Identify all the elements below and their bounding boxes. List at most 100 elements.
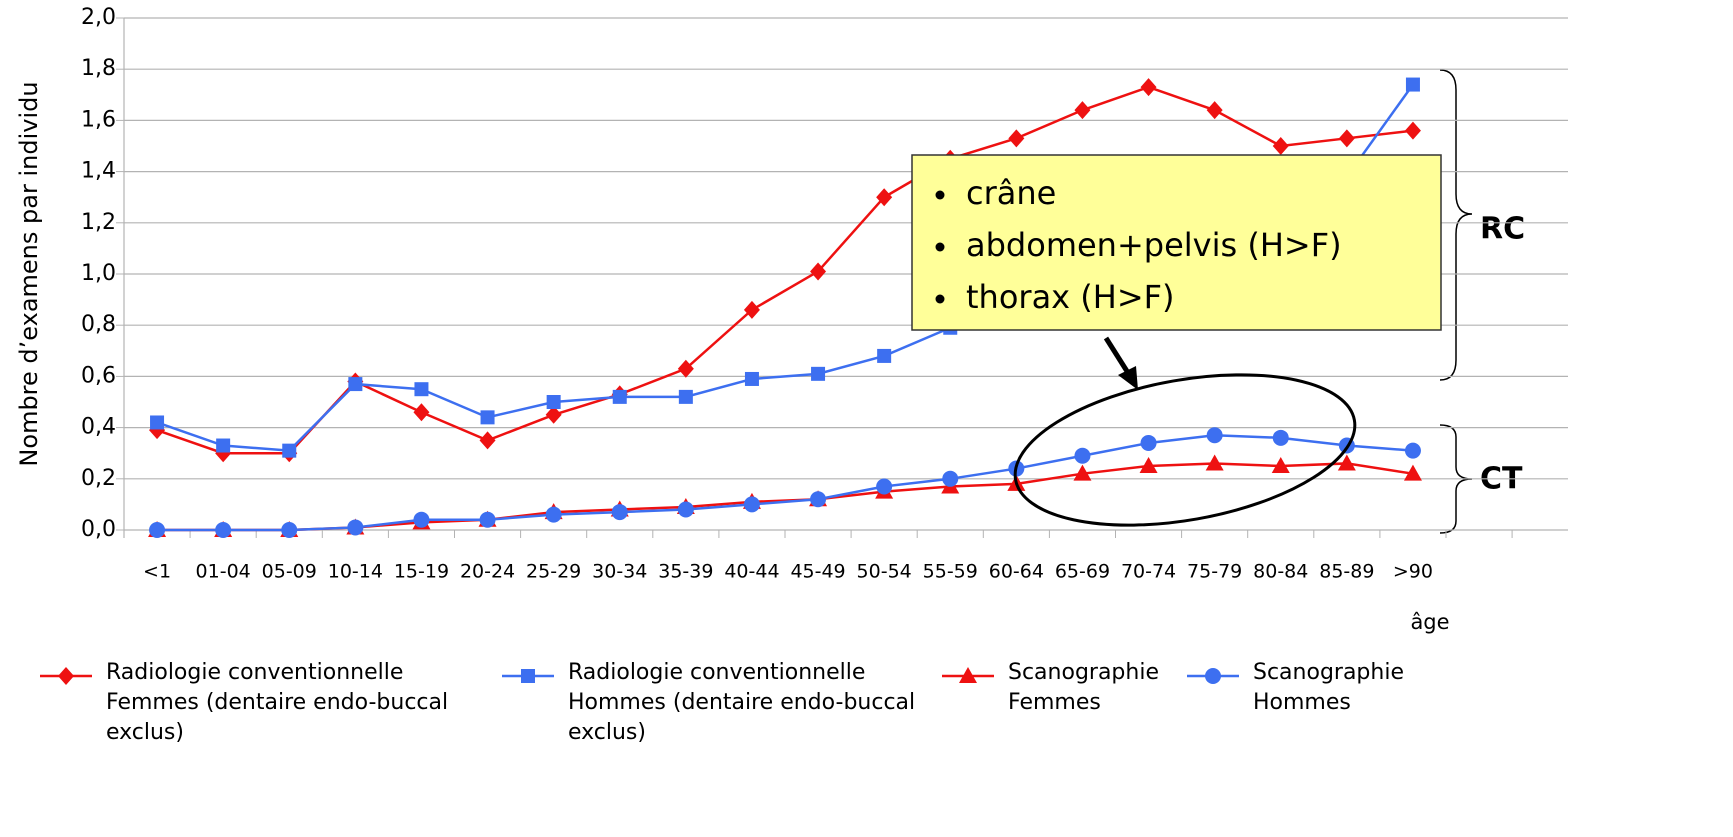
x-tick-label: 35-39 <box>658 561 713 583</box>
marker-circle <box>479 511 496 528</box>
legend-icon <box>1187 668 1239 684</box>
marker-diamond <box>743 300 760 319</box>
marker-diamond <box>1272 137 1289 155</box>
marker-circle <box>810 491 827 508</box>
y-tick-label: 0,0 <box>81 517 116 542</box>
bullet <box>935 294 945 304</box>
marker-circle <box>413 511 430 528</box>
marker-circle <box>876 478 893 495</box>
y-tick-label: 1,6 <box>81 107 116 132</box>
marker-circle <box>281 522 298 538</box>
marker-diamond <box>479 431 496 450</box>
x-axis-label: âge <box>1410 610 1449 634</box>
x-tick-label: 05-09 <box>262 561 317 583</box>
x-tick-label: 80-84 <box>1253 561 1308 583</box>
y-tick-label: 1,2 <box>81 210 116 235</box>
annotation-box <box>911 154 1442 331</box>
marker-diamond <box>1338 129 1355 148</box>
marker-diamond <box>58 667 74 685</box>
marker-triangle <box>1337 454 1356 471</box>
marker-circle <box>1404 442 1421 459</box>
marker-diamond <box>1140 78 1157 97</box>
legend-label: Scanographie Hommes <box>1253 660 1404 715</box>
x-tick-label: 85-89 <box>1319 561 1374 583</box>
marker-triangle <box>1073 464 1092 481</box>
x-tick-label: 20-24 <box>460 561 515 583</box>
bullet <box>935 190 945 200</box>
y-tick-label: 0,8 <box>81 312 116 337</box>
x-tick-label: 55-59 <box>923 561 978 583</box>
legend-label: Scanographie Femmes <box>1008 660 1159 715</box>
marker-square <box>480 410 495 425</box>
marker-circle <box>215 522 232 538</box>
x-tick-label: 50-54 <box>857 561 912 583</box>
marker-circle <box>1205 668 1221 684</box>
marker-square <box>1405 77 1420 92</box>
marker-circle <box>347 519 364 536</box>
marker-square <box>678 389 693 404</box>
marker-circle <box>942 470 959 487</box>
x-tick-label: 65-69 <box>1055 561 1110 583</box>
y-tick-label: 1,4 <box>81 159 116 184</box>
marker-triangle <box>1403 464 1422 481</box>
series-line <box>157 462 1414 532</box>
y-axis-label: Nombre d’examens par individu <box>15 81 43 466</box>
marker-square <box>877 348 892 363</box>
series-line <box>157 434 1414 532</box>
marker-square <box>282 443 297 458</box>
y-tick-label: 0,4 <box>81 415 116 440</box>
legend-entry: Radiologie conventionnelle Femmes (denta… <box>38 658 466 748</box>
marker-circle <box>611 504 628 521</box>
legend-icon <box>40 667 92 685</box>
marker-square <box>414 382 429 397</box>
marker-diamond <box>810 262 827 281</box>
marker-diamond <box>677 359 694 378</box>
marker-diamond <box>1404 121 1421 140</box>
x-tick-label: 25-29 <box>526 561 581 583</box>
marker-diamond <box>1206 101 1223 120</box>
y-tick-label: 0,2 <box>81 466 116 491</box>
bullet <box>935 242 945 252</box>
annotation-rc: RC <box>1480 212 1525 247</box>
marker-square <box>612 389 627 404</box>
marker-triangle <box>959 667 977 683</box>
marker-square <box>744 371 759 386</box>
x-tick-label: 30-34 <box>592 561 647 583</box>
y-tick-label: 0,6 <box>81 363 116 388</box>
marker-square <box>546 395 561 409</box>
marker-circle <box>743 496 760 513</box>
x-tick-label: 45-49 <box>790 561 845 583</box>
highlight-ellipse <box>1013 373 1357 527</box>
x-tick-label: 15-19 <box>394 561 449 583</box>
y-tick-label: 2,0 <box>81 5 116 30</box>
marker-triangle <box>1139 457 1158 473</box>
legend-entry: Scanographie Hommes <box>1185 658 1453 718</box>
legend-icon <box>502 669 554 683</box>
x-tick-label: 01-04 <box>196 561 251 583</box>
marker-circle <box>1074 447 1091 464</box>
x-tick-label: 70-74 <box>1121 561 1176 583</box>
marker-square <box>216 438 231 453</box>
series-line <box>156 85 1414 455</box>
legend-entry: Radiologie conventionnelle Hommes (denta… <box>500 658 928 748</box>
arrow-head <box>1118 366 1138 390</box>
marker-square <box>811 366 826 381</box>
annotation-text: abdomen+pelvis (H>F) <box>966 226 1342 264</box>
legend-entry: Scanographie Femmes <box>940 658 1208 718</box>
marker-triangle <box>1205 454 1224 471</box>
marker-circle <box>1206 427 1223 444</box>
marker-circle <box>1140 434 1157 451</box>
marker-square <box>521 669 535 683</box>
x-tick-label: 40-44 <box>724 561 779 583</box>
marker-circle <box>677 501 694 518</box>
marker-diamond <box>1008 129 1025 148</box>
y-tick-label: 1,0 <box>81 261 116 286</box>
brace-rc <box>1439 69 1473 381</box>
x-tick-label: 75-79 <box>1187 561 1242 583</box>
marker-square <box>348 377 363 392</box>
y-tick-label: 1,8 <box>81 56 116 81</box>
annotation-text: thorax (H>F) <box>966 278 1175 316</box>
annotation-text: crâne <box>966 174 1056 212</box>
legend-label: Radiologie conventionnelle Hommes (denta… <box>568 660 916 745</box>
